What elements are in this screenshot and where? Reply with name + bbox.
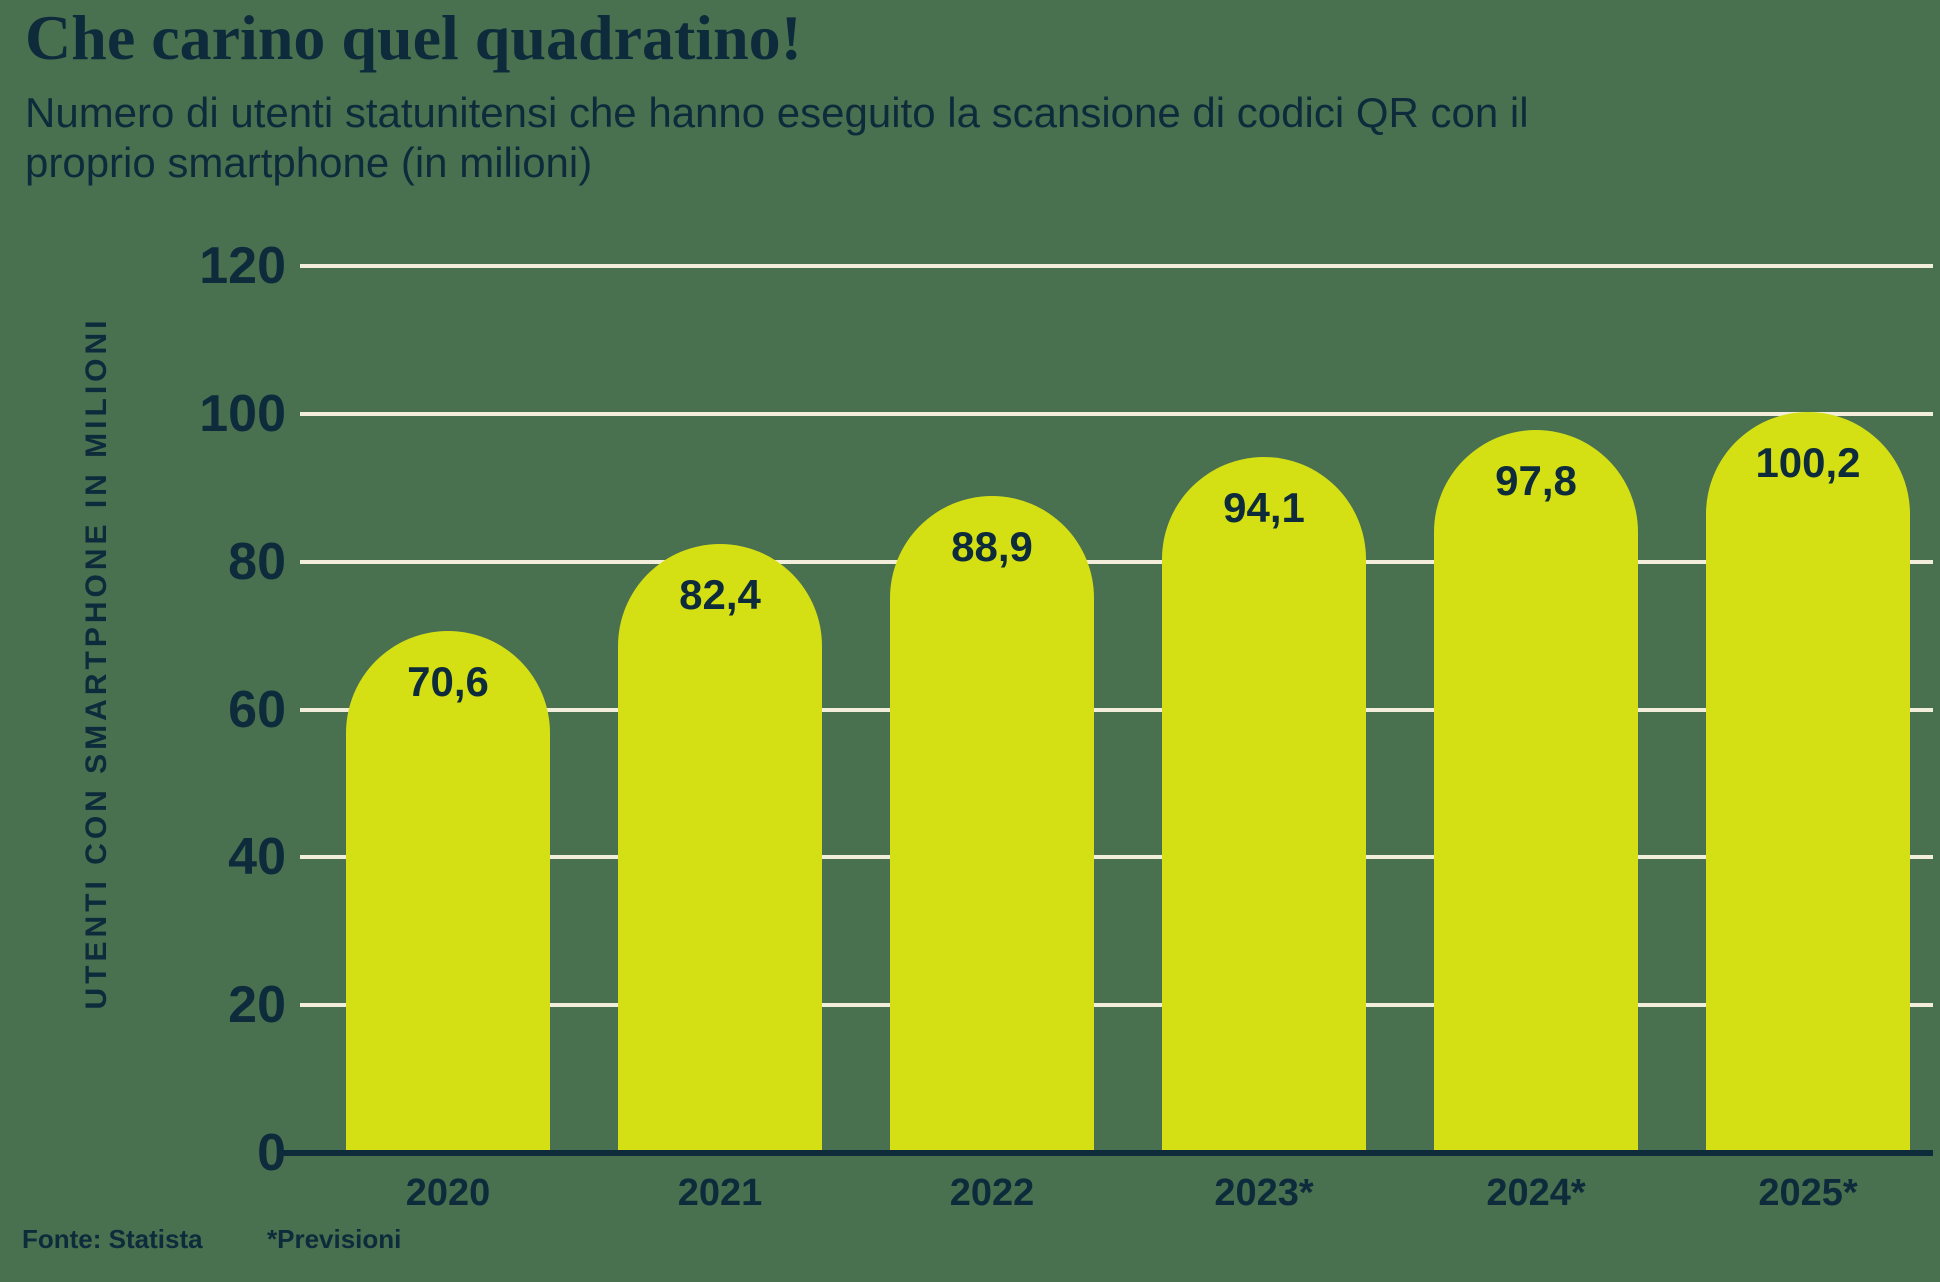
bar-2025: 100,2 xyxy=(1706,412,1910,1153)
y-tick-label-40: 40 xyxy=(228,828,286,886)
y-tick-label-60: 60 xyxy=(228,681,286,739)
y-tick-label-120: 120 xyxy=(199,237,286,295)
x-tick-label-2024: 2024* xyxy=(1486,1172,1586,1214)
gridline-60 xyxy=(300,708,1933,712)
x-tick-label-2021: 2021 xyxy=(677,1172,763,1214)
bar-value-label: 88,9 xyxy=(951,523,1033,570)
chart-subtitle: Numero di utenti statunitensi che hanno … xyxy=(25,88,1529,188)
bar-2021: 82,4 xyxy=(618,544,822,1153)
gridline-80 xyxy=(300,560,1933,564)
source-credit: Fonte: Statista xyxy=(22,1224,203,1254)
y-tick-label-100: 100 xyxy=(199,385,286,443)
bar-value-label: 94,1 xyxy=(1223,484,1305,531)
y-tick-label-0: 0 xyxy=(257,1124,286,1182)
bar-2022: 88,9 xyxy=(890,496,1094,1153)
gridline-100 xyxy=(300,412,1933,416)
bar-value-label: 82,4 xyxy=(679,571,761,618)
x-tick-label-2022: 2022 xyxy=(949,1172,1035,1214)
x-axis-line xyxy=(278,1150,1933,1156)
bar-2020: 70,6 xyxy=(346,631,550,1153)
y-tick-label-20: 20 xyxy=(228,976,286,1034)
gridline-120 xyxy=(300,264,1933,268)
bar-value-label: 100,2 xyxy=(1755,439,1861,486)
subtitle-line-2: proprio smartphone (in milioni) xyxy=(25,139,593,186)
bar-value-label: 70,6 xyxy=(407,658,489,705)
x-tick-label-2020: 2020 xyxy=(405,1172,491,1214)
gridline-20 xyxy=(300,1003,1933,1007)
x-tick-label-2023: 2023* xyxy=(1214,1172,1314,1214)
gridline-40 xyxy=(300,855,1933,859)
y-tick-label-80: 80 xyxy=(228,533,286,591)
subtitle-line-1: Numero di utenti statunitensi che hanno … xyxy=(25,89,1529,136)
bar-value-label: 97,8 xyxy=(1495,457,1577,504)
forecast-footnote: *Previsioni xyxy=(267,1224,402,1254)
bar-2023: 94,1 xyxy=(1162,457,1366,1153)
chart-title: Che carino quel quadratino! xyxy=(25,2,802,73)
bar-2024: 97,8 xyxy=(1434,430,1638,1153)
x-tick-label-2025: 2025* xyxy=(1758,1172,1858,1214)
